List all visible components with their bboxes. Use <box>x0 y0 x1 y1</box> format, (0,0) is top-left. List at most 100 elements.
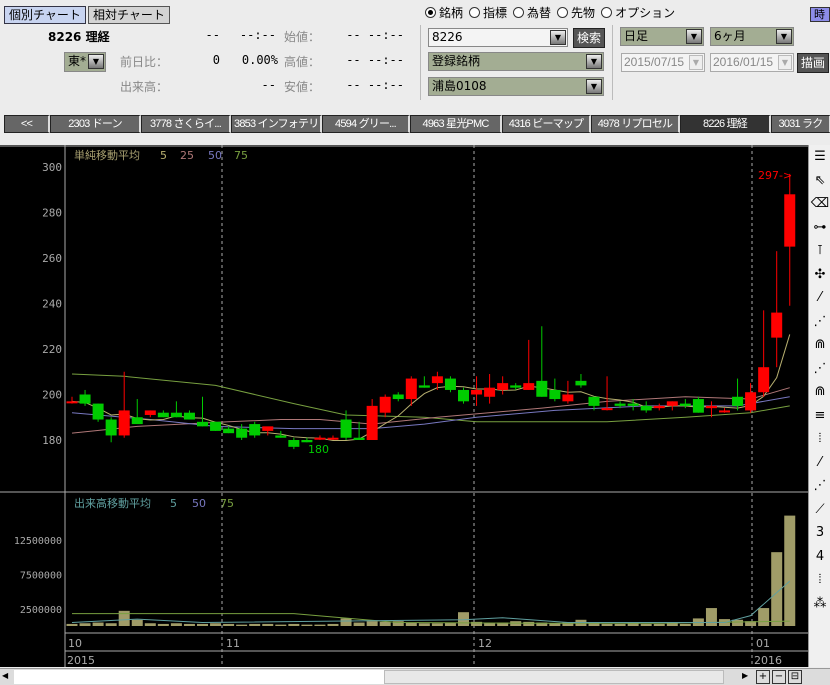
volume-bar <box>679 623 691 626</box>
cursor-icon[interactable]: ⇖ <box>814 172 826 188</box>
fibonacci-retracement-icon[interactable]: ≡ <box>814 407 826 423</box>
regression-icon[interactable]: ⟋ <box>815 501 825 517</box>
fibonacci-arc-icon[interactable]: ⋒ <box>814 384 826 399</box>
chevron-down-icon: ▼ <box>689 55 703 70</box>
tab-prev[interactable]: << <box>4 115 50 133</box>
parallel-line-icon[interactable]: ⁄ <box>818 454 822 470</box>
stock-tab[interactable]: 3031 ラク <box>771 115 830 133</box>
radio-index[interactable]: 指標 <box>469 4 507 21</box>
speed-fan-icon[interactable]: ⋰ <box>813 360 827 376</box>
volume-bar <box>327 623 339 626</box>
eraser-icon[interactable]: ⌫ <box>810 196 830 211</box>
volume-tick-label: 12500000 <box>14 536 62 547</box>
stock-tab[interactable]: 3853 インフォテリ <box>231 115 322 133</box>
price-value: -- <box>205 28 220 42</box>
stock-tab[interactable]: 2303 ドーン <box>50 115 141 133</box>
cycle-lines-icon[interactable]: ⦙ <box>818 431 822 446</box>
gann-fan-icon[interactable]: ⋰ <box>813 478 827 493</box>
group-select[interactable]: 浦島0108 ▼ <box>428 77 604 96</box>
candle-body <box>549 389 561 400</box>
zoom-in-icon[interactable]: + <box>756 670 770 684</box>
open-value: -- --:-- <box>346 28 404 42</box>
volume-tick-label: 2500000 <box>20 605 62 616</box>
candle-body <box>705 405 717 409</box>
market-select[interactable]: 東* ▼ <box>64 52 106 72</box>
drawing-toolbar: ☰ ⇖ ⌫ ⊶ ⊺ ✣ ⁄ ⋰ ⋒ ⋰ ⋒ ≡ ⦙ ⁄ ⋰ ⟋ 3 4 ⦙ ⁂ <box>808 145 830 667</box>
trend-line-icon[interactable]: ⁄ <box>818 290 822 305</box>
draw-button[interactable]: 描画 <box>797 53 830 73</box>
radio-futures[interactable]: 先物 <box>557 4 595 21</box>
chevron-down-icon[interactable]: ▼ <box>550 30 566 45</box>
divider <box>420 25 421 100</box>
to-date[interactable]: 2016/01/15 ▼ <box>710 53 794 72</box>
search-button[interactable]: 検索 <box>573 28 606 48</box>
month-label: 11 <box>226 637 240 650</box>
ma75-line <box>71 373 790 423</box>
candle-body <box>118 410 130 436</box>
cross-icon[interactable]: ✣ <box>814 266 826 282</box>
price-legend-ma50: 50 <box>208 149 222 162</box>
candle-body <box>144 410 156 415</box>
vertical-line-icon[interactable]: ⊺ <box>816 243 824 258</box>
candle-body <box>183 412 195 420</box>
candle-body <box>340 419 352 438</box>
volume-bar <box>66 623 78 626</box>
list-select[interactable]: 登録銘柄 ▼ <box>428 52 604 71</box>
price-legend-title: 単純移動平均 <box>74 148 140 162</box>
volume-bar <box>771 552 783 626</box>
stock-chart[interactable]: 300 280 260 240 220 200 180 12500000 7500000 2500… <box>0 145 808 667</box>
span-select[interactable]: 6ヶ月 ▼ <box>710 27 794 46</box>
candle-body <box>275 435 287 438</box>
from-date[interactable]: 2015/07/15 ▼ <box>621 53 705 72</box>
stock-tab[interactable]: 4316 ビーマップ <box>502 115 591 133</box>
stock-tab[interactable]: 4963 星光PMC <box>410 115 502 133</box>
price-tick-label: 240 <box>42 298 62 311</box>
fit-icon[interactable]: ⊟ <box>788 670 802 684</box>
time-button[interactable]: 時 <box>810 7 830 22</box>
three-point-icon[interactable]: 3 <box>815 525 825 540</box>
radio-options[interactable]: オプション <box>601 4 675 21</box>
candle-body <box>431 376 443 384</box>
stock-tab-active[interactable]: 8226 理経 <box>680 115 771 133</box>
candle-body <box>131 417 143 425</box>
radio-stock[interactable]: 銘柄 <box>425 4 463 21</box>
arc-icon[interactable]: ⋒ <box>814 337 826 352</box>
tab-relative-chart[interactable]: 相対チャート <box>88 6 170 24</box>
price-tick-label: 200 <box>42 389 62 402</box>
code-input[interactable]: 8226 ▼ <box>428 28 568 47</box>
tab-individual-chart[interactable]: 個別チャート <box>4 6 86 24</box>
scroll-thumb[interactable] <box>384 670 724 684</box>
stock-tab[interactable]: 4594 グリー... <box>322 115 410 133</box>
volume-bar <box>562 622 574 626</box>
four-point-icon[interactable]: 4 <box>815 548 825 564</box>
stock-tab-bar: << 2303 ドーン 3778 さくらイ... 3853 インフォテリ 459… <box>4 115 830 133</box>
horizontal-scrollbar[interactable]: ◀ ▶ + − ⊟ <box>0 668 830 685</box>
volume-bar <box>444 622 456 626</box>
volume-bar <box>249 623 261 626</box>
candle-body <box>484 387 496 397</box>
candle-body <box>197 421 208 427</box>
volume-bar <box>79 623 91 626</box>
menu-icon[interactable]: ☰ <box>814 149 826 164</box>
scroll-left-icon[interactable]: ◀ <box>2 671 9 680</box>
time-zone-icon[interactable]: ⦙ <box>818 572 822 587</box>
scroll-right-icon[interactable]: ▶ <box>742 671 749 680</box>
volume-bar <box>784 515 796 626</box>
market-value: 東* <box>68 54 87 68</box>
candle-body <box>105 419 117 436</box>
volume-bar <box>745 621 757 626</box>
horizontal-line-icon[interactable]: ⊶ <box>813 219 827 235</box>
candle-body <box>210 421 222 431</box>
stock-tab[interactable]: 3778 さくらイ... <box>141 115 231 133</box>
pitchfork-icon[interactable]: ⁂ <box>813 595 827 611</box>
scroll-track[interactable] <box>14 670 384 684</box>
interval-select[interactable]: 日足 ▼ <box>620 27 704 46</box>
stock-tab[interactable]: 4978 リプロセル <box>591 115 680 133</box>
zoom-out-icon[interactable]: − <box>772 670 786 684</box>
volume-tick-label: 7500000 <box>20 570 62 581</box>
fan-icon[interactable]: ⋰ <box>813 313 827 329</box>
chevron-down-icon: ▼ <box>586 79 602 94</box>
radio-fx[interactable]: 為替 <box>513 4 551 21</box>
month-label: 10 <box>68 637 82 650</box>
volume-label: 出来高： <box>120 80 169 94</box>
